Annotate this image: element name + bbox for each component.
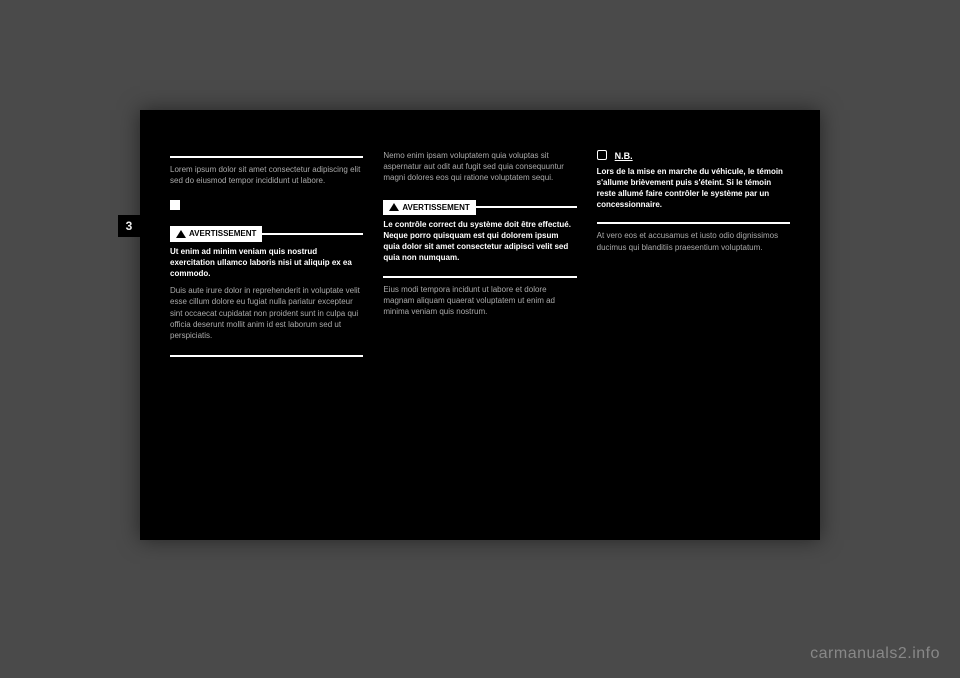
section-tab: 3 xyxy=(118,215,140,237)
col1-body1: Lorem ipsum dolor sit amet consectetur a… xyxy=(170,164,363,186)
col2-mid-divider xyxy=(383,276,576,278)
column-3: N.B. Lors de la mise en marche du véhicu… xyxy=(597,150,790,510)
warning-box-1: AVERTISSEMENT xyxy=(170,226,363,241)
warning-label-2: AVERTISSEMENT xyxy=(383,200,475,215)
col2-warning-text: Le contrôle correct du système doit être… xyxy=(383,219,576,264)
column-2: Nemo enim ipsam voluptatem quia voluptas… xyxy=(383,150,576,510)
warning-box-2: AVERTISSEMENT xyxy=(383,200,576,215)
column-1: Lorem ipsum dolor sit amet consectetur a… xyxy=(170,150,363,510)
note-header: N.B. xyxy=(615,150,790,163)
col2-body2: Eius modi tempora incidunt ut labore et … xyxy=(383,284,576,318)
column-layout: Lorem ipsum dolor sit amet consectetur a… xyxy=(140,110,820,540)
col2-body1: Nemo enim ipsam voluptatem quia voluptas… xyxy=(383,150,576,184)
col1-body2: Duis aute irure dolor in reprehenderit i… xyxy=(170,285,363,341)
col1-bottom-divider xyxy=(170,355,363,357)
watermark: carmanuals2.info xyxy=(810,645,940,663)
warning-label-1: AVERTISSEMENT xyxy=(170,226,262,241)
col1-warning-text: Ut enim ad minim veniam quis nostrud exe… xyxy=(170,246,363,280)
col3-divider xyxy=(597,222,790,224)
warning-label-text-2: AVERTISSEMENT xyxy=(402,202,469,213)
manual-page: Lorem ipsum dolor sit amet consectetur a… xyxy=(140,110,820,540)
warning-line-1 xyxy=(262,233,363,235)
warning-line-2 xyxy=(476,206,577,208)
warning-triangle-icon xyxy=(176,230,186,238)
warning-triangle-icon-2 xyxy=(389,203,399,211)
col3-body1: At vero eos et accusamus et iusto odio d… xyxy=(597,230,790,252)
warning-label-text-1: AVERTISSEMENT xyxy=(189,228,256,239)
col3-note-text: Lors de la mise en marche du véhicule, l… xyxy=(597,166,790,211)
top-divider xyxy=(170,156,363,158)
note-icon xyxy=(597,150,607,160)
square-marker xyxy=(170,200,180,210)
